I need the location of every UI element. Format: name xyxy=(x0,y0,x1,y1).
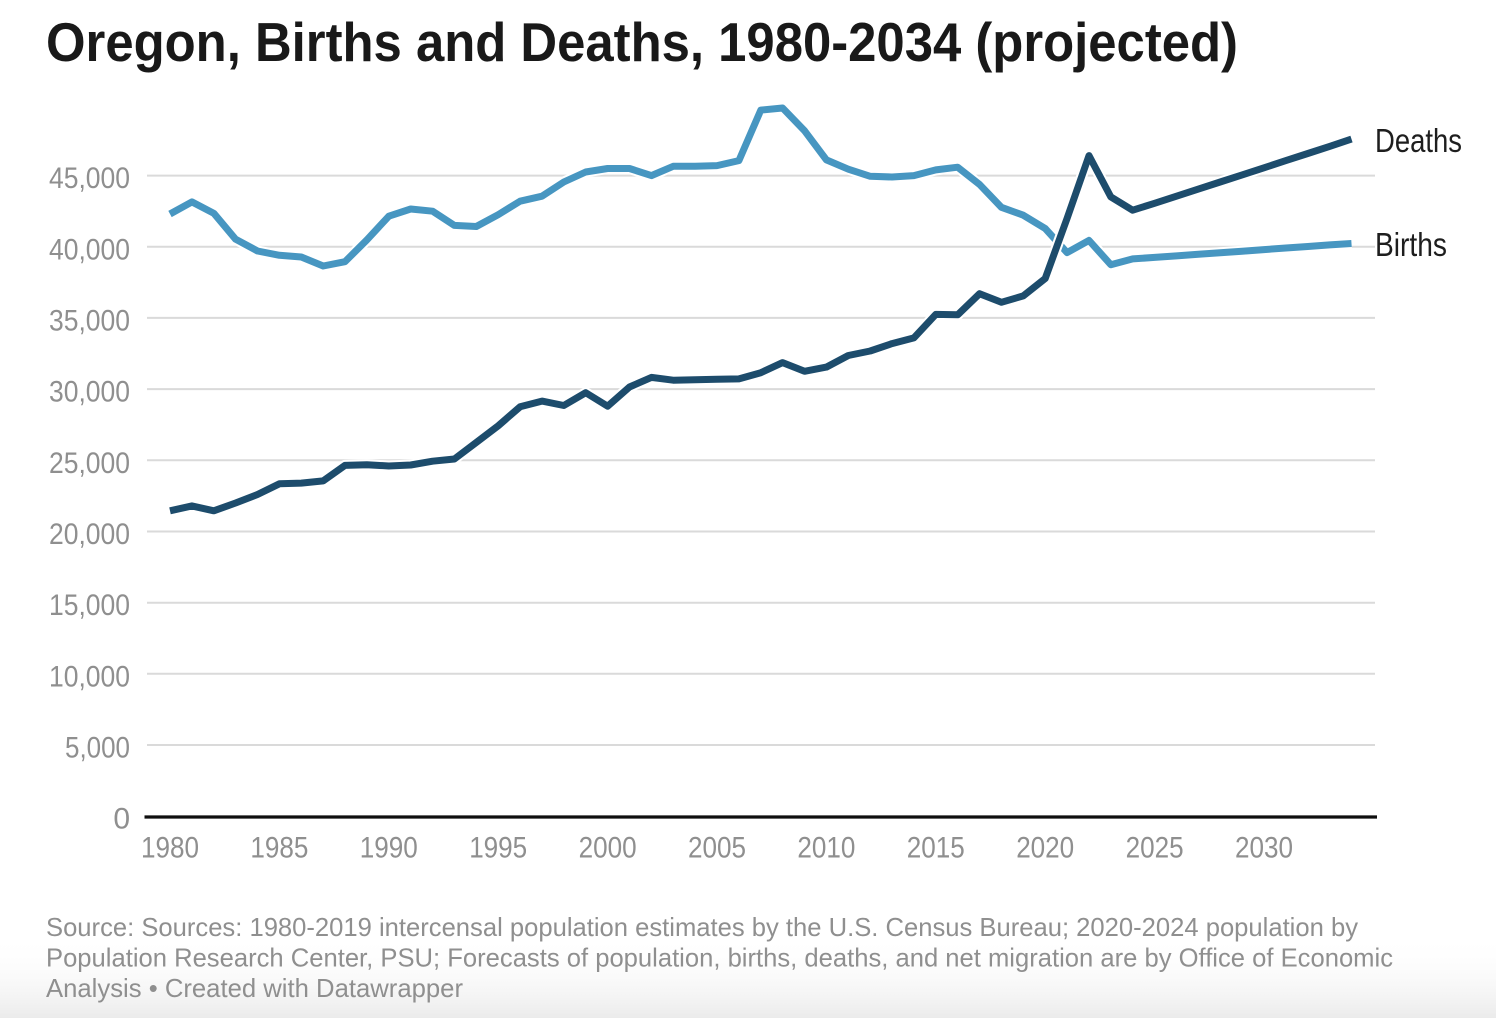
svg-text:0: 0 xyxy=(113,803,130,836)
svg-text:10,000: 10,000 xyxy=(49,660,130,693)
svg-text:25,000: 25,000 xyxy=(49,447,130,480)
svg-text:35,000: 35,000 xyxy=(49,304,130,337)
svg-text:45,000: 45,000 xyxy=(49,162,130,195)
svg-text:1985: 1985 xyxy=(250,832,308,865)
svg-text:2005: 2005 xyxy=(688,832,746,865)
svg-text:Births: Births xyxy=(1375,226,1447,263)
svg-text:Oregon, Births and Deaths, 198: Oregon, Births and Deaths, 1980-2034 (pr… xyxy=(46,11,1238,73)
svg-text:2030: 2030 xyxy=(1235,832,1293,865)
svg-text:40,000: 40,000 xyxy=(49,233,130,266)
svg-text:2000: 2000 xyxy=(579,832,637,865)
svg-text:Source: Sources: 1980-2019 int: Source: Sources: 1980-2019 intercensal p… xyxy=(46,912,1358,942)
svg-text:2010: 2010 xyxy=(797,832,855,865)
svg-text:2025: 2025 xyxy=(1126,832,1184,865)
svg-text:1990: 1990 xyxy=(360,832,418,865)
svg-text:20,000: 20,000 xyxy=(49,518,130,551)
svg-text:Population Research Center, PS: Population Research Center, PSU; Forecas… xyxy=(46,943,1393,973)
svg-text:1980: 1980 xyxy=(141,832,199,865)
svg-text:30,000: 30,000 xyxy=(49,376,130,409)
svg-text:5,000: 5,000 xyxy=(65,732,130,765)
svg-text:2015: 2015 xyxy=(907,832,965,865)
svg-text:Analysis • Created with Datawr: Analysis • Created with Datawrapper xyxy=(46,973,463,1003)
svg-text:Deaths: Deaths xyxy=(1375,122,1462,159)
svg-text:1995: 1995 xyxy=(469,832,527,865)
svg-text:2020: 2020 xyxy=(1016,832,1074,865)
svg-text:15,000: 15,000 xyxy=(49,589,130,622)
